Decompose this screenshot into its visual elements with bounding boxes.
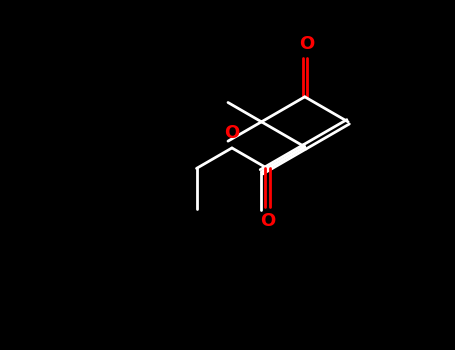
- Text: O: O: [299, 35, 315, 53]
- Text: O: O: [224, 125, 240, 142]
- Text: O: O: [260, 212, 275, 231]
